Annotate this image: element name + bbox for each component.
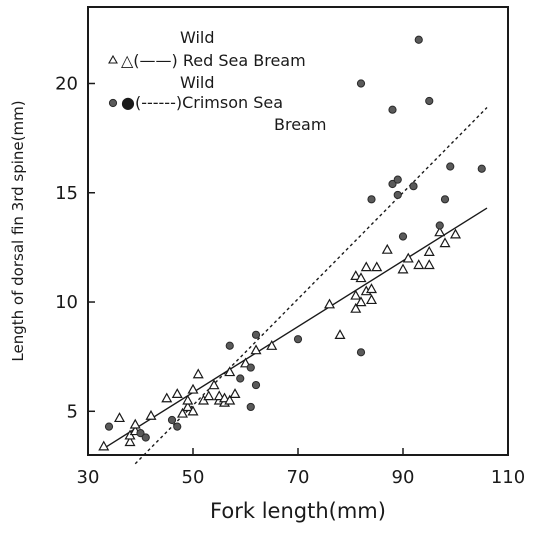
red-sea-bream-point [441, 239, 450, 247]
legend-circle-marker [109, 99, 116, 106]
legend-crimson-line1: Wild [180, 73, 215, 92]
red-sea-bream-point [173, 389, 182, 397]
crimson-sea-bream-point [394, 191, 401, 198]
red-sea-bream-point [204, 391, 213, 399]
red-sea-bream-point [383, 245, 392, 253]
red-sea-bream-point [189, 385, 198, 393]
legend-crimson-line2: ●(------)Crimson Sea [121, 93, 283, 112]
red-sea-bream-point [194, 370, 203, 378]
legend-red-line1: Wild [180, 28, 215, 47]
crimson-sea-bream-point [394, 176, 401, 183]
red-sea-bream-point [362, 263, 371, 271]
crimson-sea-bream-point [142, 434, 149, 441]
red-sea-bream-point [451, 230, 460, 238]
legend: Wild △(——) Red Sea Bream Wild ●(------)C… [109, 28, 326, 134]
red-sea-bream-point [231, 389, 240, 397]
red-sea-bream-point [336, 330, 345, 338]
plot-frame [88, 7, 508, 455]
x-tick-label: 90 [392, 467, 415, 488]
crimson-sea-bream-point [368, 196, 375, 203]
crimson-sea-bream-point [415, 36, 422, 43]
fit-lines [104, 108, 487, 464]
crimson-sea-bream-point [168, 416, 175, 423]
crimson-sea-bream-point [174, 423, 181, 430]
red-sea-bream-point [399, 265, 408, 273]
axis-ticks: 30 50 70 90 110 5 10 15 20 [55, 73, 525, 488]
legend-red-line2: △(——) Red Sea Bream [121, 51, 306, 70]
crimson-sea-bream-point [426, 97, 433, 104]
crimson-sea-bream-point [237, 375, 244, 382]
crimson-sea-bream-point [105, 423, 112, 430]
red-sea-bream-fit-line [104, 208, 487, 448]
crimson-sea-bream-point [357, 80, 364, 87]
crimson-sea-bream-point [247, 364, 254, 371]
red-sea-bream-point [252, 346, 261, 354]
x-tick-label: 30 [77, 467, 100, 488]
x-tick-label: 110 [491, 467, 525, 488]
y-tick-label: 5 [67, 401, 78, 422]
y-tick-label: 10 [55, 292, 78, 313]
red-sea-bream-point [367, 295, 376, 303]
y-tick-label: 20 [55, 73, 78, 94]
x-tick-label: 70 [287, 467, 310, 488]
red-sea-bream-point [367, 284, 376, 292]
y-tick-label: 15 [55, 183, 78, 204]
red-sea-bream-point [425, 247, 434, 255]
red-sea-bream-point [162, 394, 171, 402]
x-tick-label: 50 [182, 467, 205, 488]
legend-crimson-line3: Bream [274, 115, 326, 134]
red-sea-bream-point [425, 260, 434, 268]
red-sea-bream-point [131, 420, 140, 428]
red-sea-bream-point [147, 411, 156, 419]
crimson-sea-bream-point [410, 183, 417, 190]
red-sea-bream-point [115, 413, 124, 421]
crimson-sea-bream-point [357, 349, 364, 356]
red-sea-bream-point [372, 263, 381, 271]
crimson-sea-bream-point [478, 165, 485, 172]
crimson-sea-bream-point [252, 381, 259, 388]
x-axis-label: Fork length(mm) [210, 499, 386, 523]
crimson-sea-bream-point [294, 336, 301, 343]
crimson-sea-bream-point [441, 196, 448, 203]
crimson-sea-bream-point [226, 342, 233, 349]
crimson-sea-bream-point [447, 163, 454, 170]
legend-triangle-marker [109, 56, 117, 63]
crimson-sea-bream-point [252, 331, 259, 338]
crimson-sea-bream-point [436, 222, 443, 229]
crimson-sea-bream-point [389, 106, 396, 113]
red-sea-bream-point [414, 260, 423, 268]
crimson-sea-bream-point [399, 233, 406, 240]
crimson-sea-bream-point [247, 403, 254, 410]
red-sea-bream-point [325, 300, 334, 308]
y-axis-label: Length of dorsal fin 3rd spine(mm) [9, 100, 27, 361]
